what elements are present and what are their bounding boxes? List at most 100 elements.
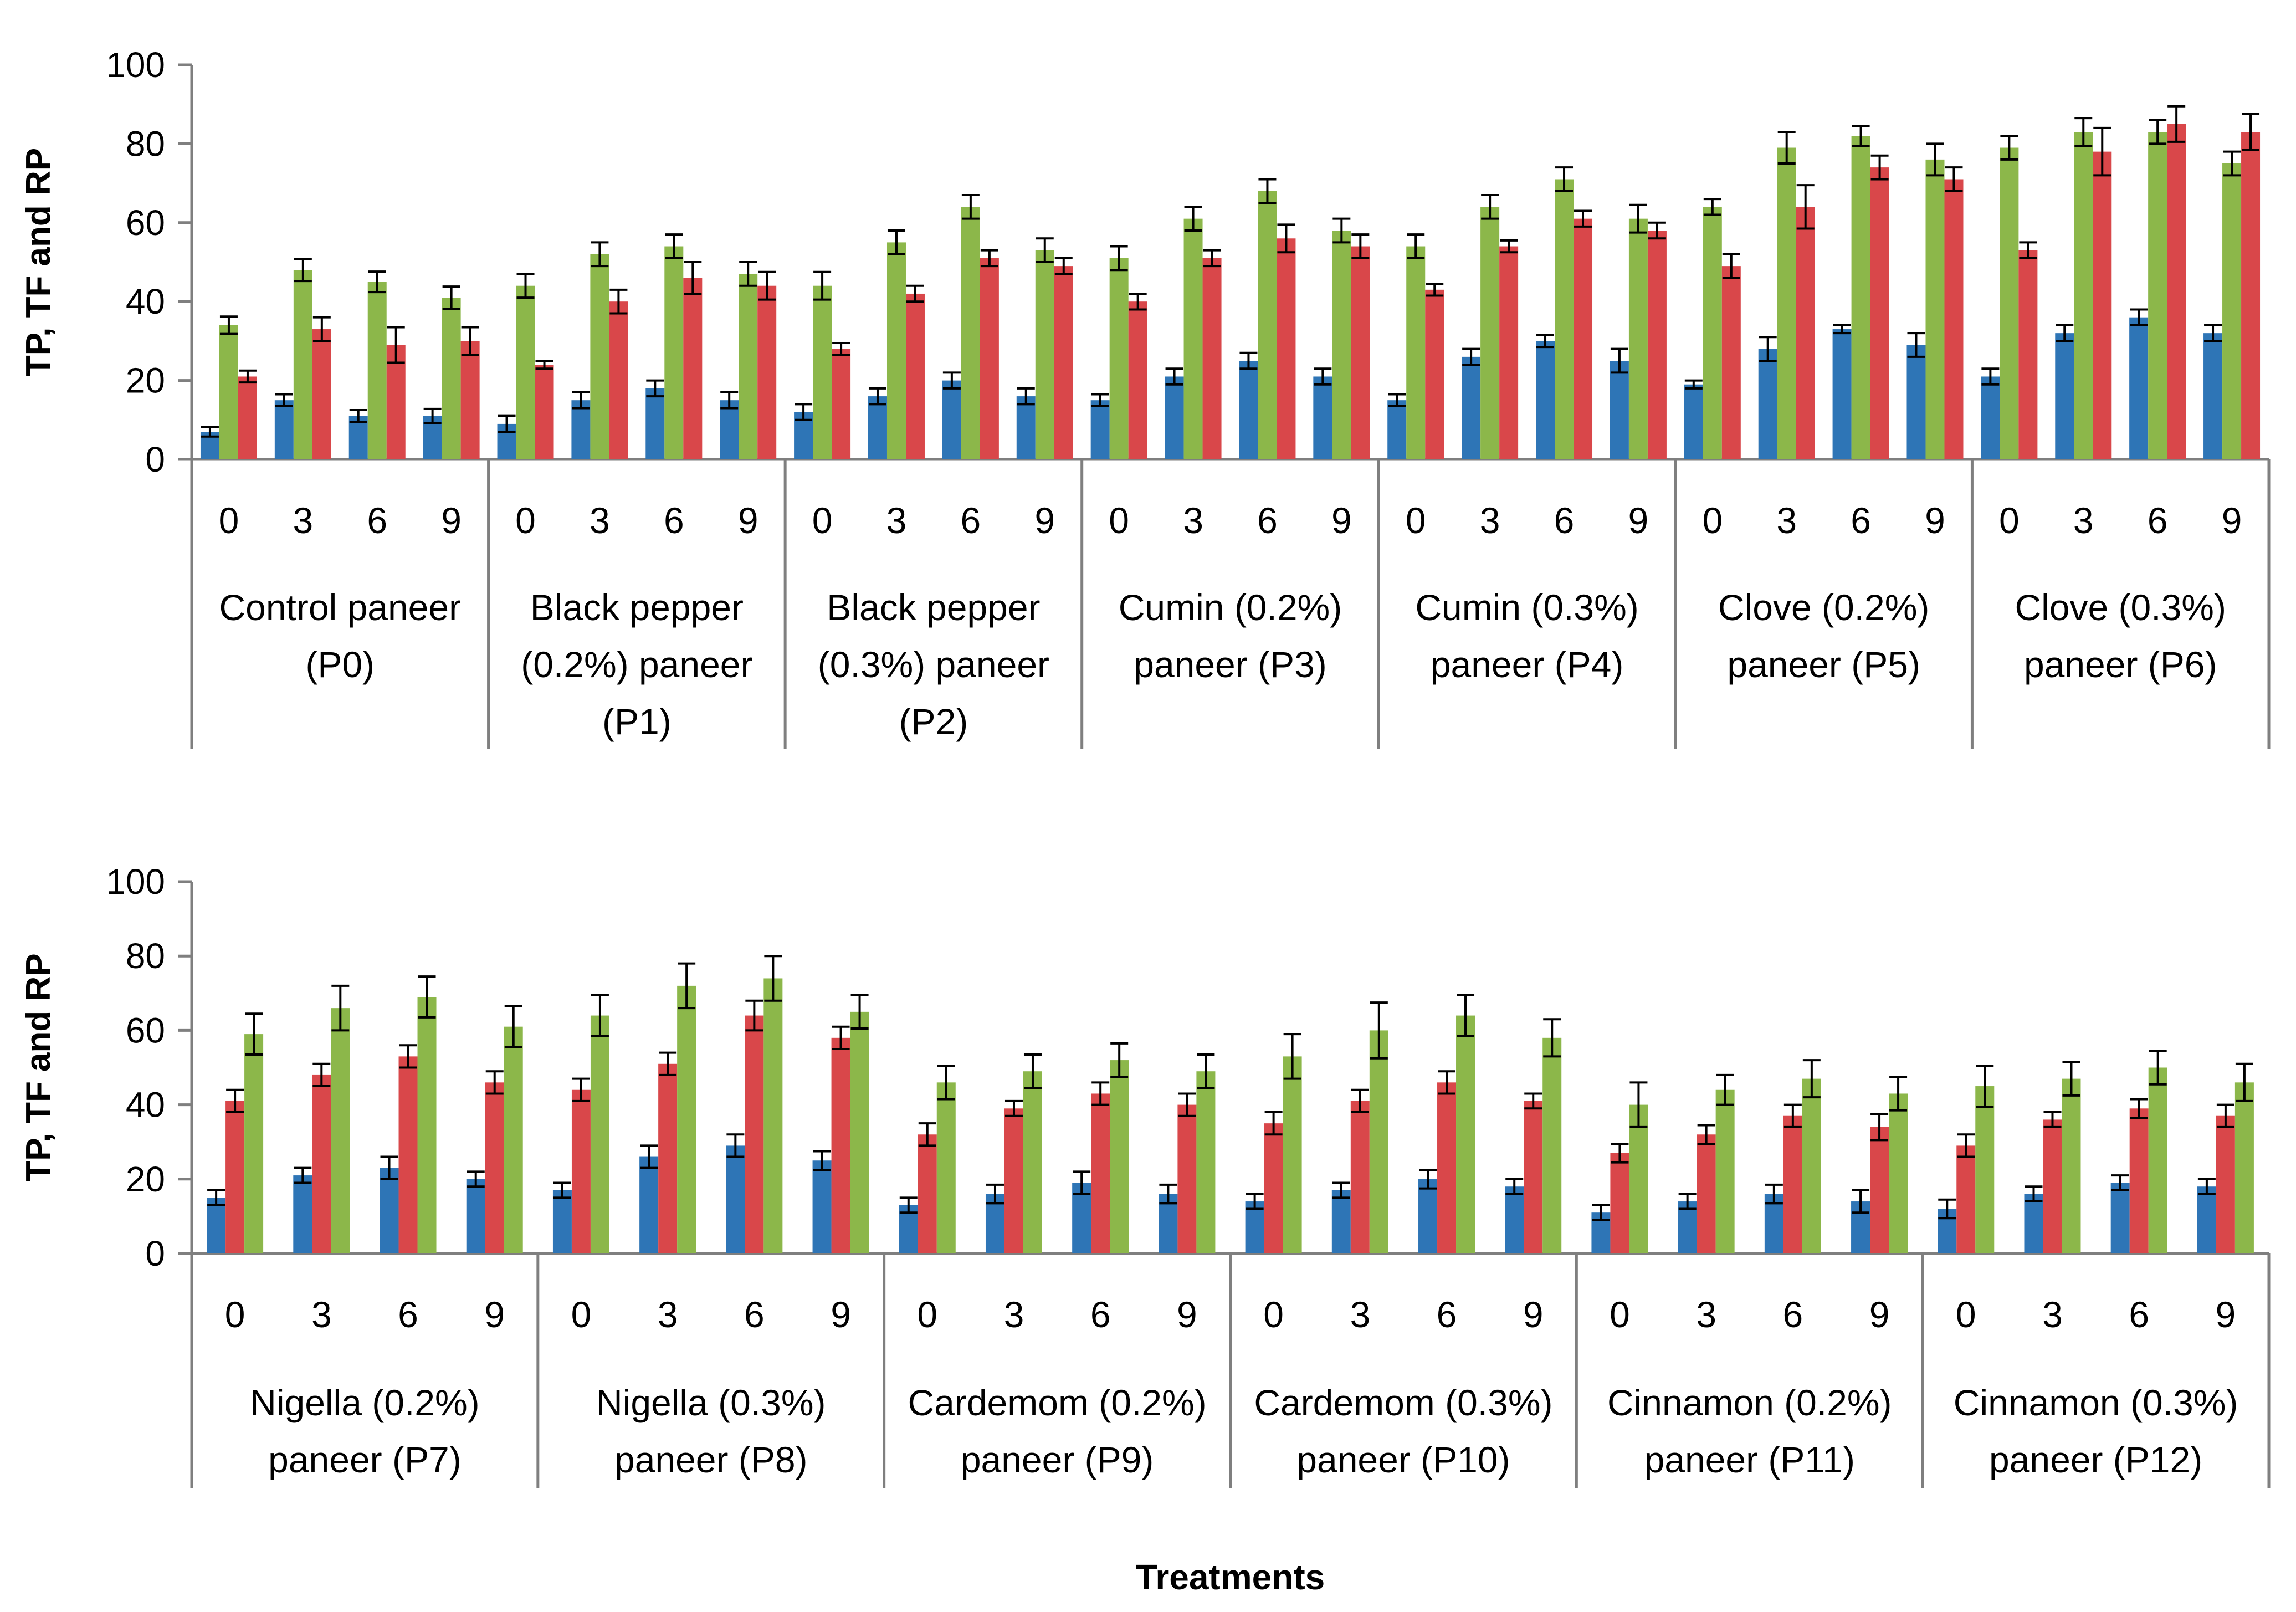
- x-category-label: Cumin (0.3%): [1415, 587, 1638, 628]
- x-period-label: 6: [1782, 1294, 1803, 1335]
- x-period-label: 3: [1696, 1294, 1716, 1335]
- x-period-label: 0: [1406, 500, 1426, 541]
- bar-red-0-6: [398, 1056, 418, 1253]
- x-period-label: 6: [1257, 500, 1278, 541]
- x-period-label: 9: [831, 1294, 851, 1335]
- x-category-label: paneer (P4): [1431, 644, 1624, 685]
- bar-blue-4-6: [1536, 341, 1555, 459]
- bar-blue-2-3: [868, 396, 887, 459]
- x-period-label: 6: [744, 1294, 765, 1335]
- x-period-label: 9: [484, 1294, 505, 1335]
- bar-green-1-6: [763, 978, 783, 1253]
- bar-blue-1-6: [726, 1145, 745, 1253]
- bar-blue-4-9: [1610, 361, 1629, 459]
- bar-blue-0-3: [274, 400, 294, 459]
- bar-red-5-9: [1944, 179, 1964, 459]
- bar-red-1-9: [757, 285, 777, 459]
- x-period-label: 0: [1610, 1294, 1630, 1335]
- bar-blue-2-9: [1016, 396, 1036, 459]
- bar-red-4-6: [1574, 218, 1593, 459]
- x-category-label: Cumin (0.2%): [1119, 587, 1342, 628]
- bar-green-4-0: [1629, 1104, 1648, 1253]
- y-tick-label: 40: [126, 1085, 165, 1125]
- bar-red-3-9: [1524, 1101, 1543, 1253]
- x-period-label: 3: [1004, 1294, 1024, 1335]
- x-period-label: 0: [571, 1294, 592, 1335]
- bar-red-4-9: [1870, 1127, 1889, 1253]
- x-category-label: Cinnamon (0.2%): [1607, 1382, 1892, 1423]
- bar-green-0-3: [293, 270, 312, 459]
- bar-green-4-3: [1715, 1089, 1735, 1253]
- bar-red-1-9: [831, 1037, 850, 1253]
- bar-blue-5-9: [1906, 345, 1926, 459]
- bar-blue-4-3: [1462, 356, 1481, 459]
- bar-green-3-0: [1109, 258, 1129, 459]
- y-tick-label: 60: [126, 203, 165, 243]
- bar-red-2-6: [980, 258, 999, 459]
- x-category-label: paneer (P11): [1644, 1439, 1855, 1480]
- bar-green-3-9: [1542, 1037, 1562, 1253]
- bar-green-3-6: [1456, 1015, 1475, 1253]
- bar-red-3-9: [1351, 246, 1370, 459]
- bar-green-2-0: [936, 1082, 956, 1253]
- bar-green-6-6: [2148, 132, 2167, 460]
- x-period-label: 9: [441, 500, 462, 541]
- bar-red-5-6: [2129, 1108, 2149, 1253]
- x-period-label: 3: [2073, 500, 2094, 541]
- bar-green-0-0: [244, 1034, 264, 1253]
- bar-red-0-0: [238, 376, 257, 459]
- bar-blue-0-6: [348, 416, 368, 459]
- x-category-label: Nigella (0.3%): [596, 1382, 826, 1423]
- bar-green-0-9: [442, 298, 461, 459]
- bar-green-6-0: [2000, 147, 2019, 459]
- bar-green-0-3: [331, 1008, 350, 1253]
- bar-blue-1-3: [571, 400, 591, 459]
- x-category-label: paneer (P5): [1727, 644, 1920, 685]
- bar-red-2-0: [918, 1134, 937, 1253]
- bar-red-5-0: [1721, 266, 1741, 459]
- bar-green-2-6: [1110, 1060, 1129, 1253]
- x-category-label: paneer (P12): [1989, 1439, 2202, 1480]
- bar-red-6-6: [2167, 124, 2186, 460]
- bar-green-5-0: [1703, 207, 1722, 459]
- x-category-label: paneer (P6): [2024, 644, 2217, 685]
- x-category-label: Clove (0.3%): [2015, 587, 2226, 628]
- x-category-label: Black pepper: [827, 587, 1040, 628]
- bar-green-3-3: [1369, 1030, 1388, 1253]
- bar-green-2-3: [1023, 1071, 1042, 1253]
- bar-green-1-3: [677, 985, 696, 1253]
- bar-red-3-6: [1437, 1082, 1457, 1253]
- bar-green-5-9: [1925, 159, 1945, 459]
- x-period-label: 3: [1350, 1294, 1370, 1335]
- bar-red-0-9: [460, 341, 480, 459]
- bar-green-4-3: [1480, 207, 1500, 459]
- x-category-label: Cinnamon (0.3%): [1954, 1382, 2238, 1423]
- bar-green-6-3: [2074, 132, 2093, 460]
- x-period-label: 9: [738, 500, 758, 541]
- x-period-label: 3: [590, 500, 610, 541]
- x-period-label: 9: [2222, 500, 2242, 541]
- x-period-label: 3: [293, 500, 313, 541]
- bar-blue-3-9: [1313, 376, 1332, 459]
- x-category-label: Control paneer: [219, 587, 461, 628]
- x-category-label: Clove (0.2%): [1718, 587, 1929, 628]
- bar-green-6-9: [2222, 163, 2242, 459]
- y-tick-label: 100: [106, 45, 165, 85]
- bar-red-5-3: [1796, 207, 1815, 459]
- bar-green-1-9: [850, 1011, 869, 1253]
- x-category-label: paneer (P8): [614, 1439, 808, 1480]
- x-period-label: 0: [1263, 1294, 1284, 1335]
- y-tick-label: 0: [145, 439, 165, 479]
- bar-blue-6-3: [2055, 333, 2074, 459]
- bar-red-0-9: [485, 1082, 504, 1253]
- x-category-label: paneer (P3): [1134, 644, 1327, 685]
- x-category-label: Black pepper: [530, 587, 744, 628]
- x-period-label: 0: [1109, 500, 1129, 541]
- x-category-label: (P2): [899, 701, 968, 742]
- bar-blue-0-9: [466, 1179, 485, 1253]
- bar-red-4-3: [1697, 1134, 1716, 1253]
- x-period-label: 6: [1554, 500, 1575, 541]
